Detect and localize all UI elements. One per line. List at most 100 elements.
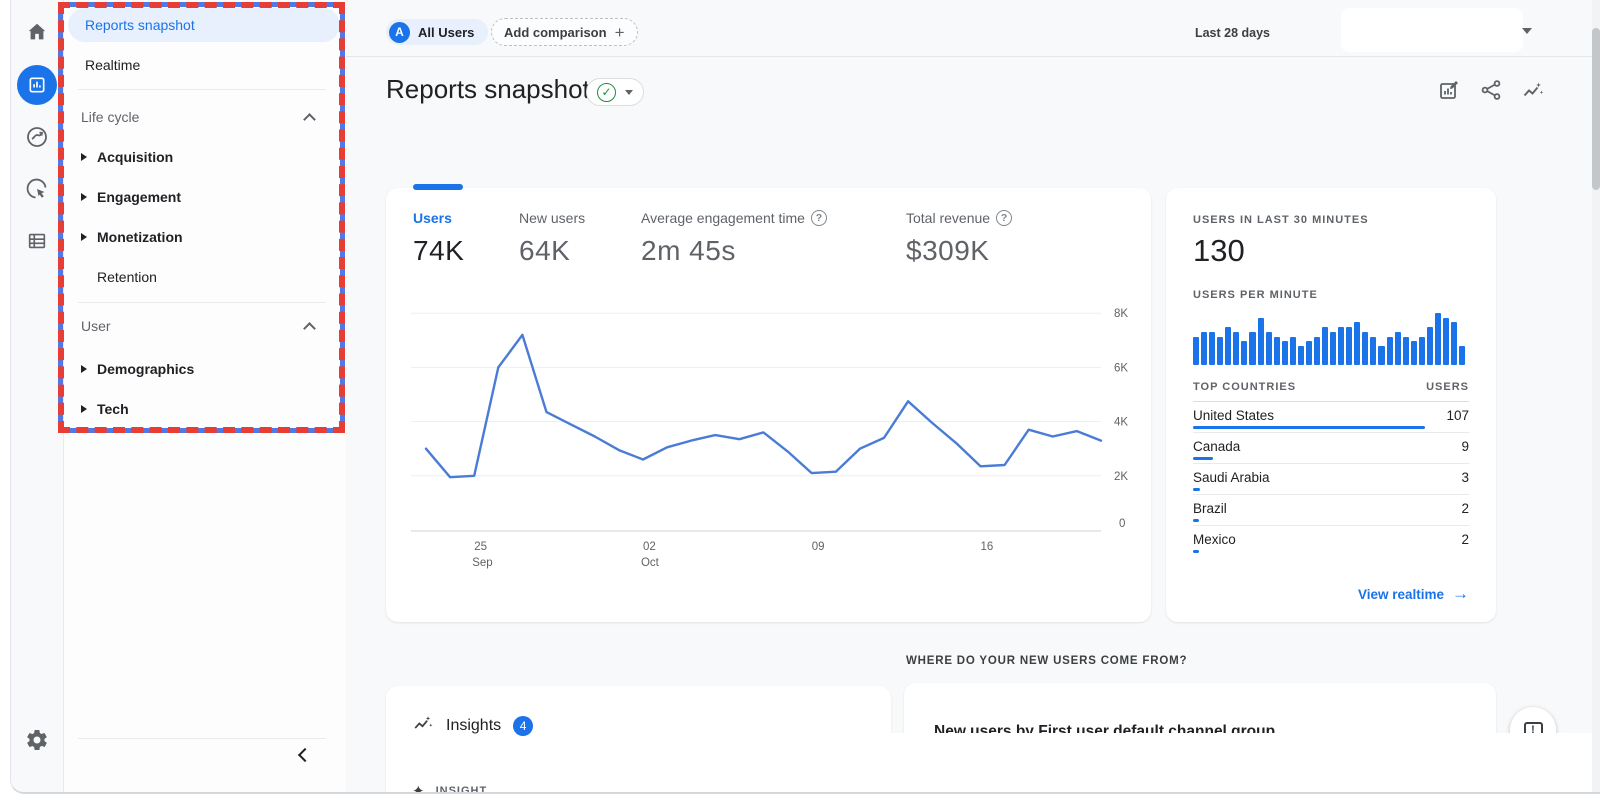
country-bar xyxy=(1193,519,1200,522)
minute-bar xyxy=(1362,331,1369,365)
chevron-up-icon xyxy=(303,112,316,126)
sidebar-item-realtime[interactable]: Realtime xyxy=(68,48,340,82)
new-users-heading: WHERE DO YOUR NEW USERS COME FROM? xyxy=(906,655,1188,667)
metric-label: New users xyxy=(519,210,586,226)
report-toolbar xyxy=(1437,78,1545,102)
section-title: User xyxy=(81,318,111,334)
country-name: Brazil xyxy=(1193,501,1227,516)
audience-chip-label: All Users xyxy=(418,24,475,40)
metric-value: 64K xyxy=(519,235,571,266)
minute-bar xyxy=(1346,327,1353,365)
expand-arrow-icon xyxy=(81,233,87,241)
nav-rail xyxy=(11,0,64,792)
settings-gear-icon[interactable] xyxy=(23,726,51,754)
sidebar-item-reports-snapshot[interactable]: Reports snapshot xyxy=(68,8,340,42)
insights-card: Insights 4 ✦ INSIGHT xyxy=(386,686,891,792)
plus-icon: + xyxy=(614,22,625,42)
minute-bar xyxy=(1289,336,1296,365)
minute-bar xyxy=(1394,331,1401,365)
chevron-down-icon xyxy=(625,89,633,95)
sidebar-item-label: Tech xyxy=(97,401,129,417)
date-area-patch xyxy=(1341,8,1523,52)
advertising-icon[interactable] xyxy=(23,175,51,203)
help-icon[interactable]: ? xyxy=(996,210,1013,226)
arrow-right-icon: → xyxy=(1452,584,1469,603)
library-icon[interactable] xyxy=(23,227,51,255)
metric-value: 74K xyxy=(413,235,465,266)
sidebar-item-acquisition[interactable]: Acquisition xyxy=(64,142,346,172)
realtime-card: USERS IN LAST 30 MINUTES 130 USERS PER M… xyxy=(1166,188,1496,622)
date-range-caret-icon[interactable] xyxy=(1522,28,1532,34)
divider xyxy=(78,302,326,303)
expand-arrow-icon xyxy=(81,193,87,201)
minute-bar xyxy=(1322,327,1329,365)
sidebar-item-monetization[interactable]: Monetization xyxy=(64,222,346,252)
help-icon[interactable]: ? xyxy=(810,210,827,226)
minute-bar xyxy=(1354,322,1361,365)
report-status-pill[interactable]: ✓ xyxy=(586,78,644,106)
scrollbar-track xyxy=(1592,0,1600,792)
view-realtime-link[interactable]: View realtime → xyxy=(1358,584,1469,604)
divider xyxy=(78,738,326,739)
expand-arrow-icon xyxy=(81,153,87,161)
sidebar-item-engagement[interactable]: Engagement xyxy=(64,182,346,212)
users-column-header: USERS xyxy=(1426,381,1469,393)
share-icon[interactable] xyxy=(1479,78,1503,102)
minute-bar xyxy=(1442,317,1449,365)
minute-bar xyxy=(1330,331,1337,365)
explore-icon[interactable] xyxy=(23,123,51,151)
country-row: Canada 9 xyxy=(1193,433,1469,464)
minute-bar xyxy=(1410,341,1417,365)
minute-bar xyxy=(1193,336,1200,365)
svg-text:02: 02 xyxy=(643,541,656,553)
metric-label: Total revenue xyxy=(906,210,991,226)
main-content: A All Users Add comparison + Last 28 day… xyxy=(346,0,1600,792)
expand-arrow-icon xyxy=(81,365,87,373)
customize-report-icon[interactable] xyxy=(1437,78,1461,102)
minute-bar xyxy=(1313,336,1320,365)
country-row: United States 107 xyxy=(1193,402,1469,433)
svg-text:16: 16 xyxy=(980,541,993,553)
metric-tab-total-revenue[interactable]: Total revenue ? $309K xyxy=(906,210,1013,267)
sidebar-item-label: Retention xyxy=(97,269,157,285)
date-range-selector[interactable]: Last 28 days xyxy=(1194,26,1270,40)
section-title: Life cycle xyxy=(81,109,140,125)
minute-bar xyxy=(1273,336,1280,365)
sidebar-item-label: Monetization xyxy=(97,229,183,245)
audience-chip[interactable]: A All Users xyxy=(386,19,489,45)
sidebar-item-label: Reports snapshot xyxy=(85,17,195,33)
collapse-sidebar-button[interactable] xyxy=(292,742,318,768)
insights-count-badge[interactable]: 4 xyxy=(513,715,534,736)
home-icon[interactable] xyxy=(23,18,51,46)
section-user[interactable]: User xyxy=(64,313,346,339)
scrollbar-thumb[interactable] xyxy=(1592,28,1600,190)
reports-icon[interactable] xyxy=(17,65,57,105)
country-name: Mexico xyxy=(1193,532,1236,547)
sidebar-item-demographics[interactable]: Demographics xyxy=(64,354,346,384)
minute-bar xyxy=(1281,341,1288,365)
sidebar-item-label: Realtime xyxy=(85,57,141,73)
header-divider xyxy=(346,56,1600,57)
minute-bar xyxy=(1257,317,1264,365)
chevron-up-icon xyxy=(303,321,316,335)
sidebar-item-tech[interactable]: Tech xyxy=(64,394,346,424)
svg-text:6K: 6K xyxy=(1114,362,1128,374)
insights-icon[interactable] xyxy=(1521,78,1545,102)
add-comparison-button[interactable]: Add comparison + xyxy=(491,18,638,46)
metric-tab-new-users[interactable]: New users 64K xyxy=(519,210,585,267)
country-bar xyxy=(1193,550,1200,553)
country-row: Mexico 2 xyxy=(1193,526,1469,557)
bottom-white-overlay xyxy=(873,733,1600,792)
minute-bar xyxy=(1459,346,1466,365)
metric-tab-users[interactable]: Users 74K xyxy=(413,210,464,267)
section-life-cycle[interactable]: Life cycle xyxy=(64,104,346,130)
minute-bar xyxy=(1305,341,1312,365)
minute-bar xyxy=(1434,313,1441,365)
sidebar-item-retention[interactable]: Retention xyxy=(64,262,346,292)
spacer xyxy=(81,273,87,281)
country-name: Canada xyxy=(1193,439,1241,454)
country-bar xyxy=(1193,426,1425,429)
expand-arrow-icon xyxy=(81,405,87,413)
metric-tab-avg-engagement-time[interactable]: Average engagement time ? 2m 45s xyxy=(641,210,827,267)
country-row: Saudi Arabia 3 xyxy=(1193,464,1469,495)
